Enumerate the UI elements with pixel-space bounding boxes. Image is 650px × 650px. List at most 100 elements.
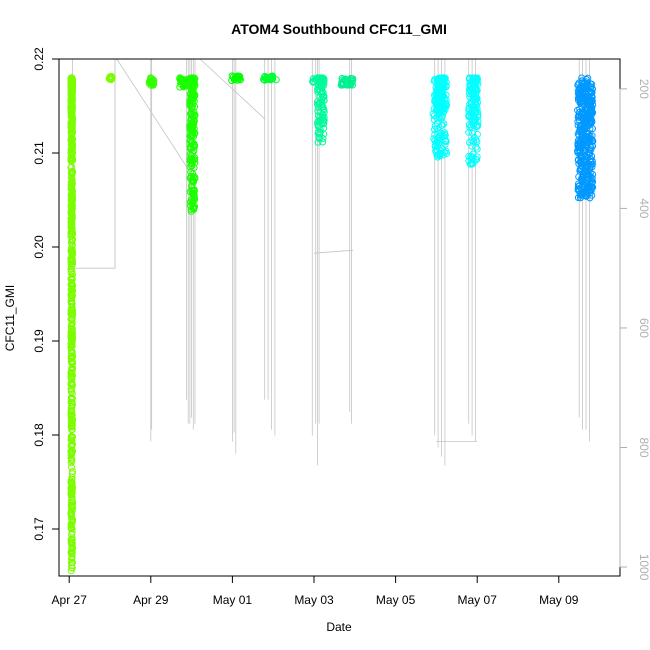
point-2018-04-30-1-162 [189, 97, 196, 105]
point-2018-04-27-0-635 [67, 74, 75, 82]
point-2018-04-27-0-616 [67, 404, 75, 412]
point-2018-05-09-0-357 [579, 188, 587, 196]
point-2018-05-09-0-344 [584, 110, 592, 118]
point-2018-04-27-0-623 [68, 488, 76, 496]
point-2018-04-27-0-499 [67, 275, 75, 283]
point-2018-05-04-0-31 [339, 81, 347, 89]
point-2018-05-09-0-343 [588, 191, 596, 199]
point-2018-05-09-0-313 [581, 126, 588, 134]
point-2018-04-27-0-605 [68, 243, 76, 251]
point-2018-05-03-1-57 [319, 135, 327, 142]
plot-frame [58, 58, 621, 577]
point-2018-05-07-0-131 [473, 87, 481, 95]
point-2018-05-06-0-119 [436, 136, 444, 144]
point-2018-04-27-0-375 [68, 282, 76, 290]
point-2018-04-27-0-545 [68, 205, 76, 213]
series-2018-04-28 [105, 72, 116, 84]
point-2018-04-27-0-627 [68, 321, 75, 329]
point-2018-05-09-0-327 [576, 98, 584, 106]
point-2018-04-27-0-534 [67, 224, 75, 232]
point-2018-05-07-0-54 [473, 145, 481, 153]
series-2018-05-03 [309, 74, 328, 146]
point-2018-05-07-0-127 [473, 74, 481, 82]
point-2018-05-07-0-84 [466, 139, 473, 146]
point-2018-05-09-0-363 [587, 80, 594, 88]
point-2018-05-06-1-93 [436, 76, 443, 84]
pressure-axis: 200 400 600 800 1000 [619, 79, 650, 581]
point-2018-04-30-0-36 [176, 76, 184, 84]
series-2018-04-29 [145, 74, 158, 89]
point-2018-04-27-0-676 [67, 374, 75, 382]
point-2018-05-07-0-128 [466, 75, 474, 82]
point-2018-04-27-0-679 [68, 349, 75, 357]
point-2018-05-03-1-50 [320, 108, 328, 116]
point-2018-04-27-0-688 [68, 456, 76, 464]
point-2018-05-06-1-98 [435, 85, 443, 93]
point-2018-05-07-0-93 [469, 129, 476, 137]
point-2018-05-09-0-338 [587, 83, 595, 91]
point-2018-05-09-0-345 [577, 157, 585, 164]
point-2018-04-27-0-494 [68, 319, 76, 327]
point-2018-05-09-0-312 [583, 106, 591, 114]
point-2018-04-27-0-674 [67, 525, 75, 533]
point-2018-05-07-0-109 [466, 100, 474, 108]
point-2018-05-06-1-103 [433, 88, 441, 96]
point-2018-04-30-1-189 [191, 130, 199, 138]
point-2018-05-06-0-17 [440, 120, 448, 128]
point-2018-04-27-0-668 [69, 307, 76, 315]
y-tick-label-1: 0.18 [32, 423, 46, 447]
point-2018-05-06-1-96 [433, 107, 441, 115]
point-2018-04-27-0-572 [69, 129, 76, 136]
series-2018-05-04 [337, 74, 357, 89]
point-2018-04-30-1-194 [189, 178, 197, 186]
point-2018-04-27-0-512 [68, 314, 76, 322]
point-2018-05-03-1-95 [318, 82, 326, 90]
point-2018-04-27-0-573 [68, 528, 76, 536]
point-2018-05-07-0-30 [465, 128, 473, 136]
point-2018-05-09-0-284 [585, 134, 593, 142]
y-tick-label-0: 0.17 [32, 517, 46, 541]
point-2018-04-27-0-569 [68, 493, 76, 501]
point-2018-04-27-0-614 [68, 497, 76, 504]
point-2018-05-09-0-356 [574, 147, 581, 155]
point-2018-05-09-0-331 [583, 140, 591, 148]
pressure-traces [70, 58, 590, 466]
point-2018-04-27-0-675 [68, 194, 76, 202]
series-2018-05-09 [574, 74, 597, 202]
point-2018-04-27-0-657 [69, 149, 76, 157]
point-2018-04-30-1-179 [187, 109, 195, 117]
point-2018-04-27-0-518 [68, 213, 76, 221]
point-2018-04-27-0-690 [68, 440, 76, 448]
pressure-tick-label-1: 400 [637, 198, 650, 218]
point-2018-04-27-0-440 [67, 386, 75, 393]
point-2018-04-30-1-191 [189, 191, 197, 199]
point-2018-05-09-0-340 [585, 183, 593, 191]
point-2018-05-02-0-23 [260, 75, 267, 83]
point-2018-05-07-0-115 [472, 143, 480, 151]
point-2018-04-27-0-655 [68, 548, 76, 556]
point-2018-04-30-1-149 [190, 140, 198, 148]
point-2018-05-09-0-315 [576, 165, 584, 173]
point-2018-05-06-0-85 [438, 121, 446, 129]
point-2018-05-09-0-288 [584, 130, 592, 138]
point-2018-04-27-0-691 [68, 360, 76, 368]
point-2018-04-27-0-636 [68, 220, 75, 228]
point-2018-04-27-0-592 [68, 254, 76, 262]
point-2018-04-27-0-669 [67, 107, 75, 115]
point-2018-05-07-0-117 [473, 156, 481, 164]
point-2018-04-27-0-670 [68, 336, 76, 343]
point-2018-04-27-0-597 [67, 478, 75, 486]
point-2018-05-04-0-30 [338, 80, 346, 88]
point-2018-04-27-0-620 [67, 104, 75, 112]
point-2018-05-03-1-84 [319, 93, 327, 100]
point-2018-05-09-0-365 [576, 153, 584, 161]
point-2018-05-03-1-89 [314, 120, 322, 128]
point-2018-04-30-1-188 [188, 85, 196, 93]
point-2018-05-07-0-118 [469, 119, 477, 126]
point-2018-04-27-0-493 [68, 247, 76, 255]
point-2018-04-30-1-192 [187, 75, 195, 83]
point-2018-04-27-0-600 [67, 297, 75, 305]
point-2018-05-06-1-102 [433, 100, 441, 107]
point-2018-04-27-0-652 [68, 555, 75, 563]
